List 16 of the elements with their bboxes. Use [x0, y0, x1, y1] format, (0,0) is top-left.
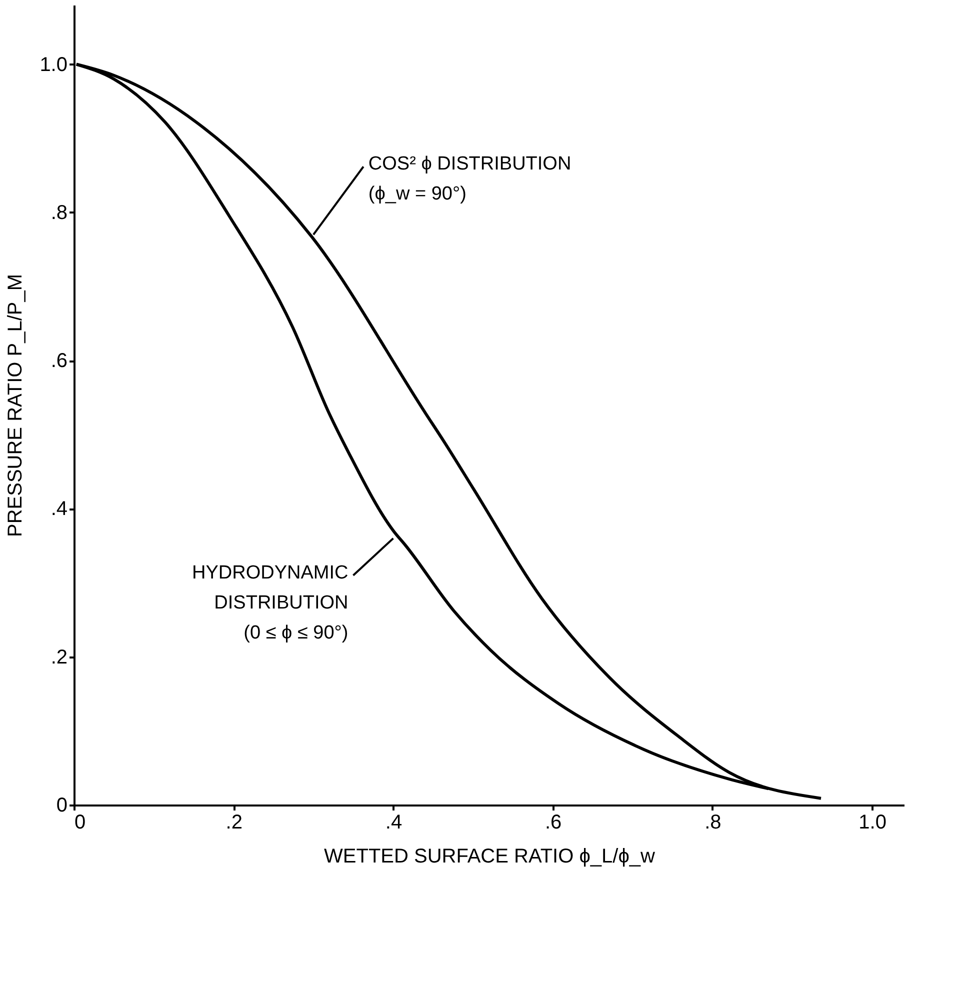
x-tick-label: .8 — [704, 812, 722, 834]
x-tick-label: .2 — [226, 812, 242, 834]
x-tick-label: .6 — [545, 812, 562, 834]
y-tick-label: .6 — [50, 350, 68, 372]
annotation: HYDRODYNAMIC DISTRIBUTION (0 ≤ ϕ ≤ 90°) — [192, 562, 348, 644]
y-axis-title: PRESSURE RATIO P_L/P_M — [4, 274, 27, 538]
y-tick-label: .2 — [50, 646, 68, 668]
x-tick-label: 0 — [74, 812, 86, 834]
annotation: COS² ϕ DISTRIBUTION (ϕ_w = 90°) — [368, 154, 572, 205]
x-axis-title: WETTED SURFACE RATIO ϕ_L/ϕ_w — [324, 846, 656, 868]
x-tick-label: .4 — [385, 812, 402, 834]
y-tick-label: 1.0 — [40, 54, 68, 76]
y-tick-label: 0 — [56, 794, 68, 816]
x-tick-label: 1.0 — [858, 812, 886, 834]
y-tick-label: .4 — [50, 498, 68, 520]
y-tick-label: .8 — [50, 202, 68, 224]
